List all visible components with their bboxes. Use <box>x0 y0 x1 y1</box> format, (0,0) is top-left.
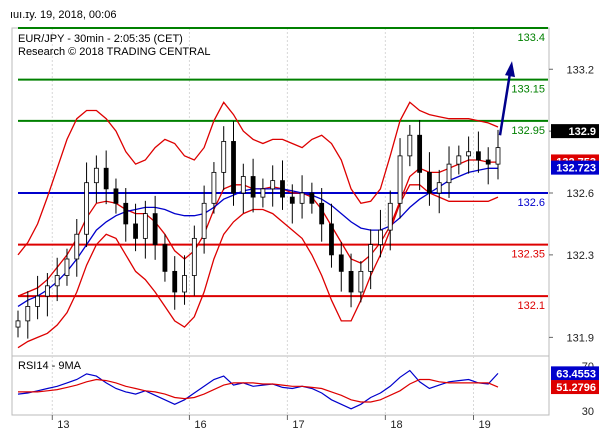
candle-body <box>74 233 80 260</box>
candle-body <box>152 213 158 245</box>
candle-body <box>329 223 334 256</box>
candle-body <box>172 270 178 293</box>
y-tick-label: 132.3 <box>566 250 594 262</box>
candle-body <box>338 254 344 272</box>
chart-subtitle: Research © 2018 TRADING CENTRAL <box>18 46 211 58</box>
forecast-arrow-head <box>505 61 515 78</box>
candle-body <box>387 202 393 231</box>
rsi-badge <box>551 380 599 395</box>
rsi-series-line <box>18 378 499 403</box>
price-badge-label: 132.723 <box>556 163 596 175</box>
candle-body <box>240 176 246 194</box>
x-tick-label: 18 <box>390 419 402 431</box>
candle-body <box>142 213 148 239</box>
price-badge <box>551 124 599 139</box>
candle-body <box>84 182 89 235</box>
forecast-arrow <box>498 61 515 136</box>
candle-body <box>123 202 129 225</box>
candle-body <box>289 196 295 204</box>
candle-body <box>250 176 256 198</box>
level-label: 132.6 <box>517 197 545 209</box>
price-levels: 133.4 133.15 132.95 132.6 132.35 132.1 <box>18 27 548 312</box>
price-badge <box>551 160 599 175</box>
candle-body <box>270 180 276 190</box>
candle-body <box>436 182 442 194</box>
rsi-pane-frame <box>11 355 550 416</box>
candle-body <box>485 159 491 165</box>
candle-body <box>44 285 50 297</box>
candle-body <box>221 141 227 173</box>
candle-body <box>495 147 501 165</box>
candle-body <box>446 163 452 184</box>
candle-body <box>25 306 31 322</box>
candle-body <box>162 244 168 272</box>
candle-body <box>466 151 472 157</box>
price-candles <box>15 119 501 339</box>
candle-body <box>456 155 462 165</box>
candle-body <box>201 202 207 239</box>
rsi-badge <box>551 366 599 381</box>
level-label: 132.35 <box>511 249 545 261</box>
x-tick-label: 17 <box>292 419 304 431</box>
candle-body <box>211 171 217 204</box>
candle-body <box>191 237 197 276</box>
candle-body <box>378 229 383 245</box>
candle-body <box>64 258 70 276</box>
candle-body <box>476 151 481 161</box>
price-badge-label: 132.9 <box>568 126 596 138</box>
candle-body <box>280 180 285 198</box>
candle-body <box>15 320 21 328</box>
level-label: 132.95 <box>511 125 545 137</box>
chart-title: EUR/JPY - 30min - 2:05:35 (CET) <box>18 33 183 45</box>
candle-body <box>319 202 325 225</box>
overlay-line <box>17 167 498 307</box>
price-pane: 133.4 133.15 132.95 132.6 132.35 132.1 EUR/JP… <box>11 27 599 359</box>
candle-body <box>417 134 423 173</box>
rsi-y-tick-label: 30 <box>582 406 594 418</box>
candle-body <box>358 270 364 293</box>
y-tick-label: 132.6 <box>566 188 594 200</box>
rsi-badge-label: 63.4553 <box>556 368 596 380</box>
candle-body <box>299 192 305 204</box>
x-tick-label: 16 <box>194 419 206 431</box>
candle-body <box>231 141 236 194</box>
candle-body <box>368 244 374 272</box>
overlay-line <box>17 101 499 256</box>
candle-body <box>113 188 119 204</box>
x-axis: 13 16 17 18 19 <box>51 415 491 431</box>
price-y-axis: 131.9 132.3 132.6 132.9 133.2 <box>549 64 594 344</box>
candle-body <box>35 295 40 307</box>
candle-body <box>397 155 403 204</box>
rsi-lines <box>17 369 499 410</box>
candle-body <box>103 167 109 190</box>
candle-body <box>93 167 99 184</box>
candle-body <box>348 270 354 293</box>
candle-body <box>427 171 432 194</box>
rsi-title: RSI14 - 9MA <box>18 360 82 372</box>
y-tick-label: 131.9 <box>566 332 594 344</box>
candle-body <box>182 275 187 293</box>
candle-body <box>309 192 315 204</box>
x-tick-label: 13 <box>57 419 69 431</box>
level-label: 133.4 <box>517 32 545 44</box>
level-label: 132.1 <box>517 300 545 312</box>
candle-body <box>133 223 138 239</box>
candle-body <box>54 275 60 287</box>
forecast-arrow-shaft <box>498 72 512 136</box>
overlay-line <box>17 184 499 349</box>
level-label: 133.15 <box>511 84 545 96</box>
candle-body <box>407 134 413 157</box>
rsi-badges: 63.4553 51.2796 <box>551 366 599 395</box>
header-date: ıuı.ɪy. 19, 2018, 00:06 <box>10 9 116 21</box>
x-tick-label: 19 <box>479 419 491 431</box>
rsi-badge-label: 51.2796 <box>556 382 596 394</box>
y-tick-label: 133.2 <box>566 64 594 76</box>
candle-body <box>260 188 266 198</box>
